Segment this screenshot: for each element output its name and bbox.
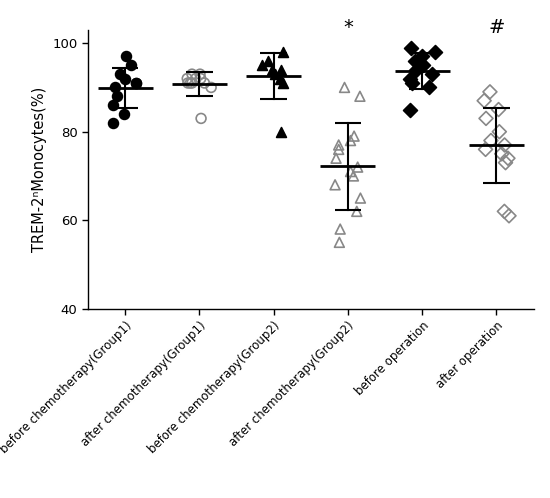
Point (126, 61, 135, 69)
Point (355, 92, 364, 100)
Y-axis label: TREM-2ⁿMonocytes(%): TREM-2ⁿMonocytes(%) (32, 87, 47, 252)
Point (184, 79, 192, 87)
Point (191, 75, 200, 83)
Point (334, 141, 343, 149)
Point (196, 70, 205, 78)
Point (331, 181, 339, 189)
Point (335, 239, 344, 247)
Point (500, 207, 509, 215)
Point (131, 79, 140, 87)
Point (340, 84, 349, 92)
Point (495, 127, 504, 135)
Text: *: * (343, 17, 353, 36)
Point (405, 75, 414, 83)
Point (481, 145, 490, 153)
Point (501, 159, 510, 167)
Point (356, 194, 365, 202)
Point (336, 225, 345, 233)
Point (115, 70, 124, 78)
Point (500, 141, 509, 149)
Point (346, 136, 355, 144)
Point (271, 70, 279, 78)
Point (121, 75, 130, 83)
Point (425, 84, 433, 92)
Point (504, 154, 513, 162)
Point (494, 106, 503, 114)
Point (332, 154, 340, 162)
Point (346, 167, 355, 175)
Point (188, 79, 196, 87)
Point (183, 75, 191, 83)
Point (417, 52, 426, 60)
Point (276, 75, 284, 83)
Point (186, 79, 195, 87)
Point (200, 79, 209, 87)
Point (504, 212, 513, 220)
Point (430, 48, 439, 56)
Point (119, 110, 128, 118)
Point (277, 127, 285, 135)
Point (497, 150, 506, 158)
Point (411, 57, 420, 65)
Point (207, 84, 216, 92)
Point (196, 75, 205, 83)
Point (487, 136, 496, 144)
Point (419, 61, 427, 69)
Point (353, 163, 362, 171)
Point (427, 70, 436, 78)
Point (334, 145, 343, 153)
Point (276, 66, 285, 74)
Point (258, 61, 267, 69)
Point (407, 44, 416, 52)
Point (353, 207, 361, 215)
Point (113, 92, 122, 100)
Point (412, 66, 421, 74)
Point (482, 115, 491, 123)
Point (279, 48, 288, 56)
Point (131, 79, 140, 87)
Point (486, 88, 494, 96)
Point (263, 57, 272, 65)
Text: #: # (488, 17, 504, 36)
Point (268, 66, 277, 74)
Point (109, 101, 118, 109)
Point (406, 106, 415, 114)
Point (122, 52, 131, 60)
Point (407, 79, 416, 87)
Point (350, 132, 359, 140)
Point (480, 97, 488, 105)
Point (197, 115, 206, 123)
Point (349, 172, 358, 180)
Point (111, 84, 119, 92)
Point (278, 79, 287, 87)
Point (108, 119, 117, 127)
Point (188, 70, 196, 78)
